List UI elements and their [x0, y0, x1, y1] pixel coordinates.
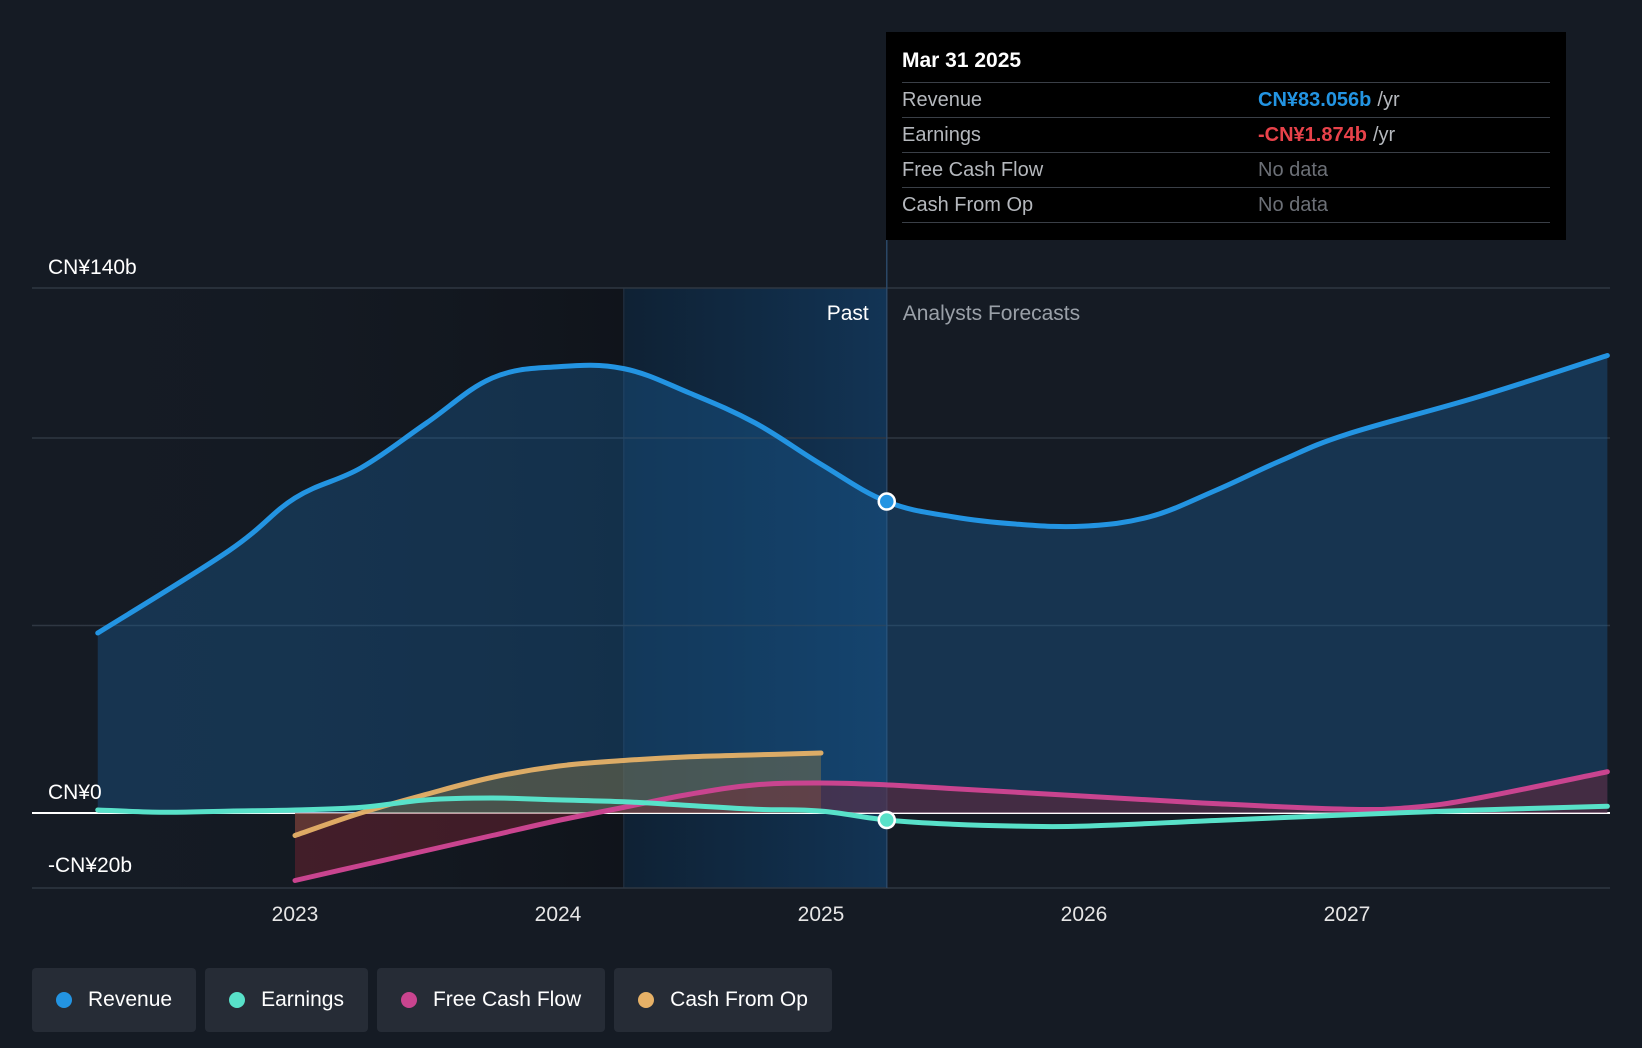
legend-item-earnings[interactable]: Earnings [205, 968, 368, 1032]
tooltip-value: No data [1258, 158, 1329, 181]
legend-item-revenue[interactable]: Revenue [32, 968, 197, 1032]
x-axis-tick-label: 2027 [1324, 903, 1371, 926]
tooltip-unit: /yr [1377, 88, 1400, 111]
legend-label: Free Cash Flow [432, 988, 582, 1011]
x-axis-tick-label: 2023 [272, 903, 319, 926]
tooltip-label: Earnings [902, 123, 981, 146]
past-highlight-region [623, 288, 887, 888]
past-label: Past [827, 302, 869, 325]
tooltip-value: CN¥83.056b [1258, 88, 1372, 111]
cash-from-op-dot-icon [638, 992, 655, 1008]
tooltip-date: Mar 31 2025 [902, 49, 1022, 72]
tooltip-row-revenue: Revenue CN¥83.056b /yr [902, 82, 1550, 117]
y-axis-label: CN¥0 [48, 781, 102, 804]
tooltip-label: Revenue [902, 88, 983, 111]
past-region [32, 288, 624, 888]
x-axis-tick-label: 2025 [798, 903, 845, 926]
legend-label: Revenue [88, 988, 173, 1011]
tooltip-row-cash-from-op: Cash From Op No data [902, 187, 1550, 223]
free-cash-flow-area [295, 771, 1608, 881]
legend-item-cash-from-op[interactable]: Cash From Op [614, 968, 832, 1032]
free-cash-flow-dot-icon [400, 992, 417, 1008]
legend-item-free-cash-flow[interactable]: Free Cash Flow [376, 968, 606, 1032]
earnings-dot-icon [229, 992, 246, 1008]
free-cash-flow-line [292, 769, 1610, 883]
earnings-highlight-marker [877, 810, 896, 830]
legend-label: Earnings [261, 988, 344, 1011]
forecast-label: Analysts Forecasts [903, 302, 1080, 325]
tooltip: Mar 31 2025 Revenue CN¥83.056b /yr Earni… [886, 32, 1566, 240]
revenue-highlight-marker [877, 492, 896, 511]
x-axis-tick-label: 2026 [1061, 903, 1108, 926]
y-axis-label: CN¥140b [48, 256, 137, 279]
tooltip-label: Free Cash Flow [902, 158, 1044, 181]
tooltip-value: No data [1258, 193, 1329, 216]
x-axis-tick-label: 2024 [535, 903, 582, 926]
tooltip-row-free-cash-flow: Free Cash Flow No data [902, 152, 1550, 187]
cash-from-op-area [295, 753, 821, 836]
legend: Revenue Earnings Free Cash Flow Cash Fro… [32, 968, 832, 1032]
y-axis-label: -CN¥20b [48, 854, 132, 877]
revenue-dot-icon [56, 992, 72, 1008]
revenue-area [97, 355, 1608, 813]
tooltip-label: Cash From Op [902, 193, 1034, 216]
tooltip-row-earnings: Earnings -CN¥1.874b /yr [902, 117, 1550, 152]
tooltip-value: -CN¥1.874b [1258, 123, 1367, 146]
earnings-line [95, 795, 1610, 830]
tooltip-unit: /yr [1372, 123, 1396, 146]
legend-label: Cash From Op [670, 988, 808, 1011]
revenue-line [95, 353, 1610, 636]
